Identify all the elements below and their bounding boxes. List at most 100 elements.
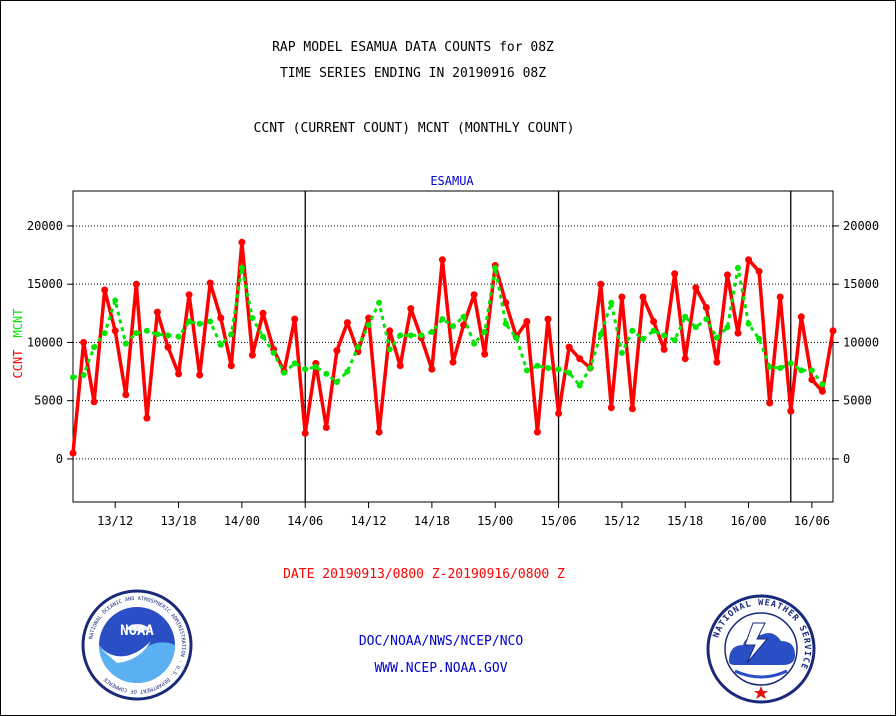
y-tick-label-left: 0 — [56, 452, 63, 466]
y-tick-label-left: 10000 — [27, 335, 63, 349]
x-tick-label: 14/06 — [287, 514, 323, 528]
page-title-line1: RAP MODEL ESAMUA DATA COUNTS for 08Z — [272, 40, 554, 55]
data-point-mcnt — [798, 367, 805, 374]
data-point-mcnt — [196, 320, 203, 327]
data-point-ccnt — [565, 343, 573, 351]
data-point-ccnt — [69, 449, 77, 457]
y-tick-label-left: 5000 — [34, 394, 63, 408]
y-tick-label-left: 20000 — [27, 219, 63, 233]
data-point-ccnt — [438, 256, 446, 264]
data-point-mcnt — [724, 324, 731, 331]
data-point-mcnt — [555, 366, 562, 373]
data-point-mcnt — [471, 340, 478, 347]
page-title-line2: TIME SERIES ENDING IN 20190916 08Z — [279, 66, 547, 81]
data-point-mcnt — [713, 334, 720, 341]
data-point-ccnt — [808, 376, 816, 384]
data-point-mcnt — [513, 334, 520, 341]
y-tick-label-right: 0 — [843, 452, 850, 466]
data-point-mcnt — [787, 360, 794, 367]
data-point-ccnt — [132, 280, 140, 288]
data-point-mcnt — [745, 320, 752, 327]
x-tick-label: 15/18 — [667, 514, 703, 528]
data-point-mcnt — [808, 367, 815, 374]
data-point-mcnt — [428, 328, 435, 335]
data-point-ccnt — [90, 398, 98, 406]
data-point-ccnt — [460, 321, 468, 329]
data-point-mcnt — [682, 313, 689, 320]
data-point-ccnt — [365, 314, 373, 322]
data-point-ccnt — [111, 327, 119, 335]
x-tick-label: 16/00 — [730, 514, 766, 528]
x-tick-label: 13/18 — [160, 514, 196, 528]
data-point-ccnt — [650, 318, 658, 325]
data-point-mcnt — [91, 344, 98, 351]
data-point-mcnt — [481, 328, 488, 335]
website-link[interactable]: WWW.NCEP.NOAA.GOV — [374, 661, 508, 676]
data-point-mcnt — [629, 327, 636, 334]
data-point-mcnt — [397, 332, 404, 339]
x-tick-label: 13/12 — [97, 514, 133, 528]
data-point-mcnt — [671, 337, 678, 344]
data-point-mcnt — [101, 330, 108, 337]
data-point-ccnt — [470, 291, 478, 299]
data-point-ccnt — [322, 424, 330, 431]
data-point-mcnt — [291, 360, 298, 367]
data-point-mcnt — [228, 331, 235, 338]
data-point-mcnt — [545, 365, 551, 371]
data-point-ccnt — [555, 410, 563, 417]
y-axis-label-ccnt: CCNT — [11, 350, 25, 379]
data-point-ccnt — [745, 256, 753, 264]
plot-frame — [72, 190, 834, 503]
data-point-ccnt — [175, 370, 183, 378]
data-point-mcnt — [112, 297, 119, 304]
data-point-ccnt — [196, 371, 204, 379]
data-point-mcnt — [597, 331, 604, 338]
data-point-ccnt — [671, 270, 679, 278]
data-point-ccnt — [639, 293, 647, 301]
data-point-mcnt — [302, 366, 309, 373]
data-point-mcnt — [608, 299, 615, 306]
data-point-mcnt — [756, 335, 763, 342]
data-point-mcnt — [576, 382, 583, 389]
data-point-mcnt — [154, 331, 161, 338]
data-point-mcnt — [281, 369, 288, 376]
data-point-mcnt — [650, 327, 657, 334]
data-point-ccnt — [227, 362, 235, 370]
data-point-ccnt — [248, 351, 256, 359]
data-point-ccnt — [407, 305, 415, 313]
data-point-ccnt — [217, 314, 225, 322]
data-point-ccnt — [766, 399, 774, 407]
data-point-ccnt — [101, 286, 109, 294]
x-tick-label: 14/18 — [414, 514, 450, 528]
data-point-mcnt — [587, 365, 594, 371]
y-tick-label-right: 20000 — [843, 219, 879, 233]
data-point-mcnt — [122, 340, 129, 347]
data-point-mcnt — [777, 365, 784, 371]
data-point-ccnt — [776, 293, 784, 301]
data-point-mcnt — [407, 332, 414, 339]
chart-subtitle: CCNT (CURRENT COUNT) MCNT (MONTHLY COUNT… — [253, 121, 575, 136]
x-tick-label: 14/12 — [350, 514, 386, 528]
data-point-mcnt — [534, 362, 541, 369]
data-point-mcnt — [70, 374, 76, 381]
data-point-mcnt — [323, 370, 330, 377]
data-point-ccnt — [544, 315, 552, 323]
x-tick-label: 16/06 — [794, 514, 830, 528]
data-point-mcnt — [344, 368, 351, 375]
data-point-ccnt — [533, 428, 541, 436]
data-point-mcnt — [450, 323, 456, 330]
data-point-ccnt — [428, 365, 436, 373]
data-point-mcnt — [143, 327, 150, 334]
data-point-ccnt — [122, 391, 130, 399]
nws-logo: NATIONAL WEATHER SERVICE — [706, 594, 816, 704]
data-point-mcnt — [355, 344, 361, 351]
data-point-mcnt — [249, 315, 256, 321]
data-point-mcnt — [270, 349, 277, 356]
data-point-ccnt — [787, 407, 795, 415]
data-point-ccnt — [449, 358, 457, 366]
y-tick-label-right: 5000 — [843, 394, 872, 408]
data-point-ccnt — [829, 327, 837, 335]
data-point-mcnt — [460, 313, 467, 320]
